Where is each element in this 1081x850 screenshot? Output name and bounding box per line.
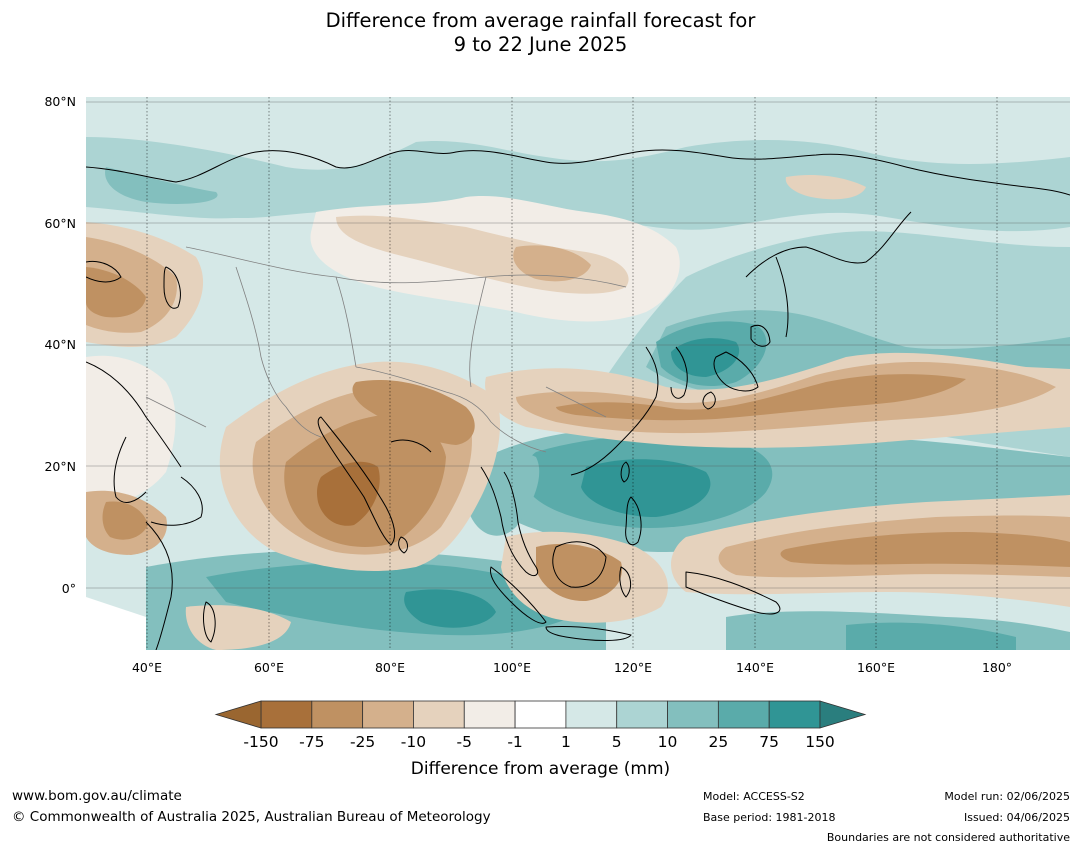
lat-label-40n: 40°N: [44, 337, 76, 352]
lon-label-180: 180°: [981, 660, 1013, 675]
dry-region-indonesia-core: [536, 543, 622, 602]
colorbar-segment: [362, 700, 414, 729]
lon-label-80e: 80°E: [374, 660, 406, 675]
dry-region-mongolia-core: [513, 245, 591, 282]
lon-label-140e: 140°E: [735, 660, 775, 675]
colorbar-tick-label: 5: [611, 733, 622, 751]
colorbar-tick-label: 150: [805, 733, 835, 751]
map-title: Difference from average rainfall forecas…: [0, 9, 1081, 57]
graticule: [146, 97, 998, 650]
colorbar-tick-label: 25: [708, 733, 729, 751]
model-name: Model: ACCESS-S2: [703, 790, 805, 803]
colorbar-segment: [616, 700, 668, 729]
dry-region-horn-core: [102, 501, 148, 540]
lon-label-120e: 120°E: [613, 660, 653, 675]
colorbar-tick-label: -150: [243, 733, 279, 751]
dry-region-south-pacific-core: [780, 532, 1070, 567]
colorbar-tick-label: -75: [299, 733, 325, 751]
colorbar-segment: [413, 700, 465, 729]
country-borders: [145, 246, 627, 453]
title-line-2: 9 to 22 June 2025: [453, 33, 628, 56]
dry-region-arabia: [86, 355, 176, 507]
colorbar-segment: [463, 700, 516, 729]
title-line-1: Difference from average rainfall forecas…: [325, 9, 756, 32]
colorbar-under-arrow: [214, 700, 262, 729]
model-run-date: Model run: 02/06/2025: [944, 790, 1070, 803]
issued-date: Issued: 04/06/2025: [963, 811, 1070, 824]
colorbar-tick-label: -25: [349, 733, 376, 751]
coastlines: [86, 149, 1070, 650]
colorbar-label: Difference from average (mm): [410, 759, 671, 779]
colorbar-segment: [311, 700, 364, 729]
lon-label-40e: 40°E: [131, 660, 163, 675]
lat-label-equator: 0°: [61, 581, 76, 596]
dry-region-east-siberia: [785, 175, 866, 200]
rainfall-anomaly-map: [86, 97, 1070, 650]
lon-label-100e: 100°E: [492, 660, 532, 675]
colorbar-segment: [717, 700, 770, 729]
colorbar-over-arrow: [819, 700, 867, 729]
colorbar-segment: [565, 700, 618, 729]
colorbar-segment: [667, 700, 719, 729]
dry-region-east-asia-core: [556, 374, 966, 421]
wet-region-indian-ocean-core: [404, 589, 496, 628]
colorbar-tick-label: -10: [400, 733, 427, 751]
anomaly-contours: [86, 97, 1070, 650]
colorbar-tick-label: 75: [759, 733, 780, 751]
dry-region-himalaya: [352, 379, 475, 445]
colorbar-tick-label: 1: [560, 733, 571, 751]
dry-region-west-core: [86, 267, 146, 318]
latitude-lines: [86, 101, 1070, 589]
website-link[interactable]: www.bom.gov.au/climate: [12, 788, 182, 804]
colorbar-tick-label: 10: [657, 733, 678, 751]
colorbar-tick-label: -5: [456, 733, 472, 751]
wet-region-siberia: [86, 137, 1070, 232]
base-period: Base period: 1981-2018: [703, 811, 836, 824]
colorbar-segment: [260, 700, 313, 729]
lat-label-20n: 20°N: [44, 459, 76, 474]
colorbar: [214, 700, 867, 729]
wet-region-west-core: [105, 167, 218, 204]
lon-label-160e: 160°E: [856, 660, 896, 675]
wet-region-south-pacific-core: [846, 622, 1016, 650]
colorbar-segment: [768, 700, 821, 729]
wet-region-japan-deep: [671, 338, 740, 377]
wet-region-wpac-core: [581, 459, 711, 517]
colorbar-tick-label: -1: [507, 733, 523, 751]
copyright-text: © Commonwealth of Australia 2025, Austra…: [12, 809, 491, 825]
colorbar-segment: [514, 700, 567, 729]
lat-label-80n: 80°N: [44, 94, 76, 109]
lon-label-60e: 60°E: [253, 660, 285, 675]
dry-region-india-core: [317, 461, 380, 526]
boundaries-disclaimer: Boundaries are not considered authoritat…: [826, 831, 1070, 844]
lat-label-60n: 60°N: [44, 216, 76, 231]
